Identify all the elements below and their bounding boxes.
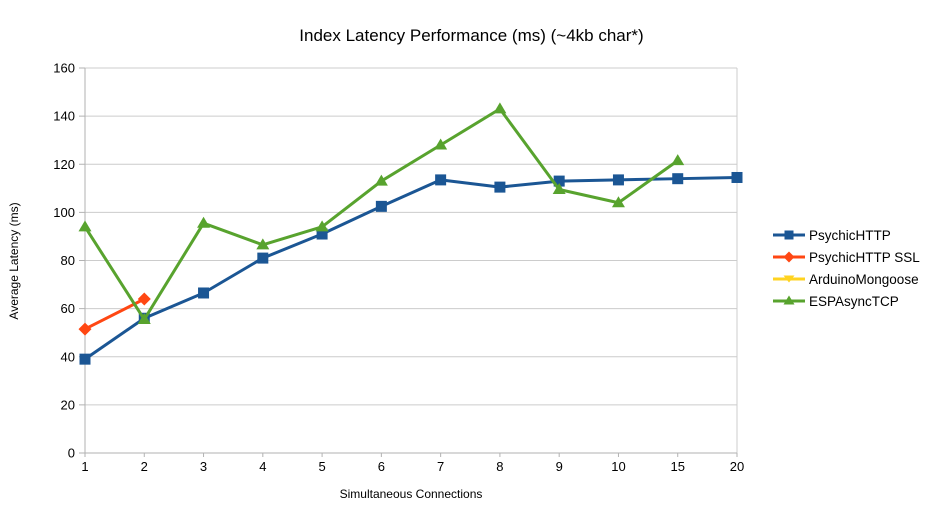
y-tick-label: 120 bbox=[53, 157, 75, 172]
data-point-marker bbox=[197, 216, 211, 228]
data-point-marker bbox=[374, 174, 388, 186]
x-tick-label: 20 bbox=[730, 459, 744, 474]
series-psychichttp bbox=[79, 171, 743, 365]
data-point-marker bbox=[435, 174, 447, 186]
x-tick-label: 6 bbox=[378, 459, 385, 474]
legend-marker bbox=[773, 295, 805, 305]
x-tick-label: 2 bbox=[141, 459, 148, 474]
x-tick-label: 4 bbox=[259, 459, 266, 474]
y-tick-label: 20 bbox=[61, 397, 75, 412]
legend-item-psychichttp: PsychicHTTP bbox=[773, 224, 920, 246]
legend-item-psychichttp-ssl: PsychicHTTP SSL bbox=[773, 246, 920, 268]
legend-marker-shape bbox=[784, 230, 794, 240]
legend-marker bbox=[773, 251, 805, 263]
data-point-marker bbox=[78, 220, 92, 232]
data-point-marker bbox=[78, 322, 92, 336]
x-tick-label: 8 bbox=[496, 459, 503, 474]
y-tick-label: 0 bbox=[68, 446, 75, 461]
data-point-marker bbox=[493, 102, 507, 114]
legend-label: ArduinoMongoose bbox=[809, 271, 919, 287]
legend-label: PsychicHTTP bbox=[809, 227, 891, 243]
x-tick-label: 3 bbox=[200, 459, 207, 474]
series-line bbox=[84, 175, 738, 361]
legend-label: PsychicHTTP SSL bbox=[809, 249, 920, 265]
y-tick-label: 80 bbox=[61, 253, 75, 268]
x-tick-label: 15 bbox=[670, 459, 684, 474]
y-tick-label: 140 bbox=[53, 109, 75, 124]
chart-title: Index Latency Performance (ms) (~4kb cha… bbox=[299, 26, 644, 45]
data-point-marker bbox=[137, 292, 151, 306]
data-point-marker bbox=[612, 174, 624, 186]
data-point-marker bbox=[731, 171, 743, 183]
series-espasynctcp bbox=[78, 102, 685, 324]
series-line bbox=[83, 107, 679, 321]
data-point-marker bbox=[375, 200, 387, 212]
x-tick-label: 10 bbox=[611, 459, 625, 474]
data-point-marker bbox=[315, 220, 329, 232]
data-point-marker bbox=[79, 353, 91, 365]
x-tick-label: 1 bbox=[81, 459, 88, 474]
x-tick-label: 9 bbox=[556, 459, 563, 474]
data-point-marker bbox=[494, 181, 506, 193]
legend: PsychicHTTP PsychicHTTP SSL ArduinoMongoos… bbox=[773, 224, 920, 312]
x-tick-label: 5 bbox=[318, 459, 325, 474]
data-point-marker bbox=[672, 173, 684, 185]
data-point-marker bbox=[316, 228, 328, 240]
data-point-marker bbox=[257, 252, 269, 264]
legend-marker bbox=[773, 230, 805, 240]
x-axis-title: Simultaneous Connections bbox=[339, 487, 483, 501]
legend-item-espasynctcp: ESPAsyncTCP bbox=[773, 290, 920, 312]
x-tick-label: 7 bbox=[437, 459, 444, 474]
data-point-marker bbox=[256, 238, 270, 250]
legend-item-arduinomongoose: ArduinoMongoose bbox=[773, 268, 920, 290]
legend-marker-shape bbox=[783, 275, 795, 283]
data-point-marker bbox=[553, 175, 565, 187]
y-tick-label: 160 bbox=[53, 61, 75, 76]
legend-marker-shape bbox=[783, 251, 795, 263]
y-tick-label: 40 bbox=[61, 349, 75, 364]
legend-label: ESPAsyncTCP bbox=[809, 293, 899, 309]
legend-marker-shape bbox=[783, 295, 795, 305]
data-point-marker bbox=[611, 196, 625, 208]
y-tick-label: 100 bbox=[53, 205, 75, 220]
y-tick-label: 60 bbox=[61, 301, 75, 316]
legend-marker bbox=[773, 275, 805, 283]
data-point-marker bbox=[671, 154, 685, 166]
data-point-marker bbox=[552, 183, 566, 195]
data-point-marker bbox=[198, 287, 210, 299]
data-point-marker bbox=[434, 138, 448, 150]
data-point-marker bbox=[137, 312, 151, 324]
